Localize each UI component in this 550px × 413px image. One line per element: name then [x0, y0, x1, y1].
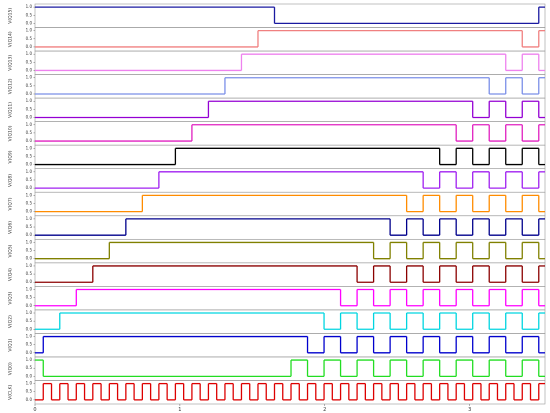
y-tick-label: 1.0 — [26, 4, 33, 9]
y-tick-label: 0.0 — [26, 20, 33, 25]
x-tick-label: 1 — [178, 407, 181, 413]
y-axis-label: V(Q7) — [8, 197, 14, 210]
y-axis-label: V(Q13) — [8, 55, 14, 71]
y-tick-label: 0.5 — [26, 248, 33, 253]
y-tick-label: 0.0 — [26, 91, 33, 96]
x-tick-label: 0 — [33, 407, 36, 413]
y-tick-label: 1.0 — [26, 263, 33, 268]
y-tick-label: 0.0 — [26, 138, 33, 143]
y-axis-label: V(Q5) — [8, 244, 14, 257]
y-tick-label: 0.0 — [26, 326, 33, 331]
x-tick-label: 3 — [468, 407, 471, 413]
y-axis-label: V(Q2) — [8, 315, 14, 328]
y-tick-label: 0.5 — [26, 83, 33, 88]
y-tick-label: 1.0 — [26, 239, 33, 244]
y-tick-label: 0.5 — [26, 318, 33, 323]
y-tick-label: 0.5 — [26, 106, 33, 111]
y-axis-label: V(CLK) — [8, 384, 14, 399]
y-tick-label: 0.0 — [26, 397, 33, 402]
y-tick-label: 0.5 — [26, 153, 33, 158]
y-axis-label: V(Q4) — [8, 268, 14, 281]
y-tick-label: 0.5 — [26, 201, 33, 206]
subplot-frame — [34, 380, 546, 405]
x-tick-label: 2 — [323, 407, 326, 413]
y-tick-label: 0.5 — [26, 389, 33, 394]
y-axis-label: V(Q15) — [8, 8, 14, 24]
y-tick-label: 1.0 — [26, 145, 33, 150]
y-tick-label: 0.0 — [26, 162, 33, 167]
y-axis-label: V(Q3) — [8, 291, 14, 304]
y-tick-label: 0.0 — [26, 185, 33, 190]
y-tick-label: 0.0 — [26, 209, 33, 214]
y-tick-label: 1.0 — [26, 51, 33, 56]
y-tick-label: 0.0 — [26, 256, 33, 261]
y-axis-label: V(Q8) — [8, 174, 14, 187]
y-tick-label: 0.5 — [26, 224, 33, 229]
y-tick-label: 0.5 — [26, 342, 33, 347]
y-axis-label: V(Q10) — [8, 125, 14, 141]
y-tick-label: 0.5 — [26, 59, 33, 64]
y-tick-label: 1.0 — [26, 216, 33, 221]
y-tick-label: 0.5 — [26, 177, 33, 182]
y-axis-label: V(Q14) — [8, 31, 14, 47]
y-tick-label: 0.5 — [26, 271, 33, 276]
y-tick-label: 1.0 — [26, 169, 33, 174]
y-tick-label: 1.0 — [26, 98, 33, 103]
y-axis-label: V(Q0) — [8, 362, 14, 375]
y-tick-label: 1.0 — [26, 28, 33, 33]
y-tick-label: 1.0 — [26, 122, 33, 127]
y-axis-label: V(Q11) — [8, 102, 14, 118]
y-axis-label: V(Q12) — [8, 78, 14, 94]
y-axis-label: V(Q6) — [8, 221, 14, 234]
y-tick-label: 1.0 — [26, 286, 33, 291]
y-axis-label: V(Q1) — [8, 338, 14, 351]
y-tick-label: 0.5 — [26, 365, 33, 370]
y-tick-label: 0.5 — [26, 130, 33, 135]
y-tick-label: 1.0 — [26, 334, 33, 339]
y-tick-label: 0.0 — [26, 44, 33, 49]
y-tick-label: 0.0 — [26, 350, 33, 355]
y-tick-label: 0.0 — [26, 303, 33, 308]
y-tick-label: 1.0 — [26, 75, 33, 80]
y-tick-label: 1.0 — [26, 310, 33, 315]
y-tick-label: 0.0 — [26, 115, 33, 120]
y-tick-label: 0.5 — [26, 36, 33, 41]
y-tick-label: 0.5 — [26, 12, 33, 17]
y-tick-label: 0.5 — [26, 295, 33, 300]
y-tick-label: 0.0 — [26, 67, 33, 72]
y-tick-label: 1.0 — [26, 357, 33, 362]
y-tick-label: 1.0 — [26, 192, 33, 197]
y-tick-label: 0.0 — [26, 279, 33, 284]
y-tick-label: 0.0 — [26, 232, 33, 237]
y-tick-label: 1.0 — [26, 381, 33, 386]
y-tick-label: 0.0 — [26, 373, 33, 378]
y-axis-label: V(Q9) — [8, 150, 14, 163]
